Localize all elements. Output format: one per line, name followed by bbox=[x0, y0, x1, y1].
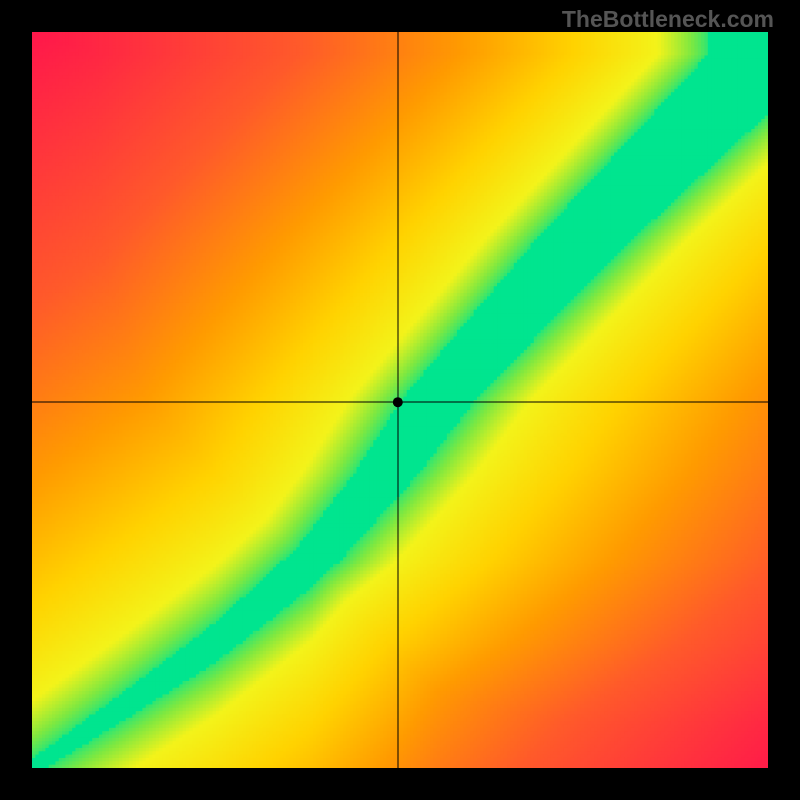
watermark-text: TheBottleneck.com bbox=[562, 6, 774, 33]
bottleneck-heatmap bbox=[32, 32, 768, 768]
page-root: TheBottleneck.com bbox=[0, 0, 800, 800]
